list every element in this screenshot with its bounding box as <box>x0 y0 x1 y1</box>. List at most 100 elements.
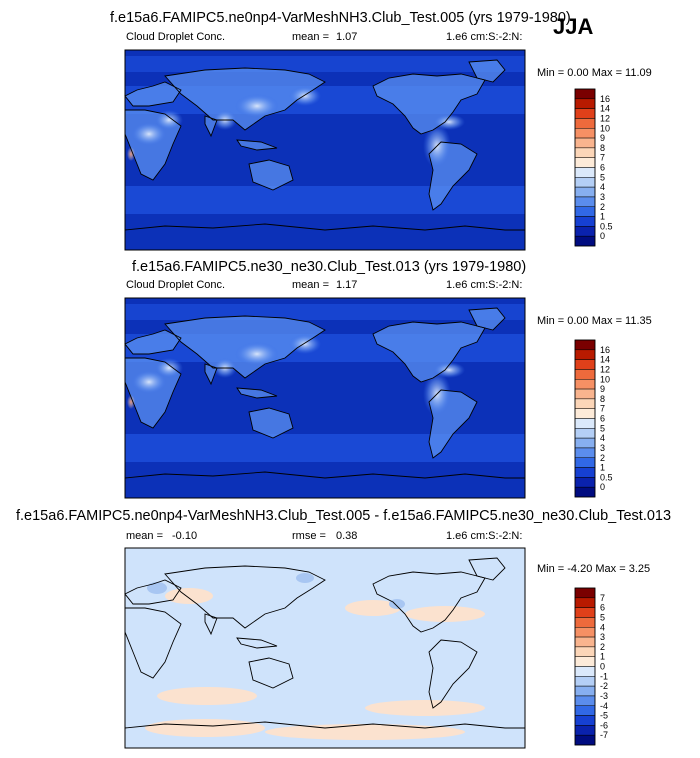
colorbar-swatch <box>574 725 596 736</box>
colorbar-swatch <box>574 349 596 360</box>
panel3-rmse-value: 0.38 <box>336 530 358 542</box>
colorbar-swatch <box>574 437 596 449</box>
colorbar-tick-label: 5 <box>600 423 605 433</box>
colorbar-tick-label: 3 <box>600 443 605 453</box>
colorbar-tick-label: 1 <box>600 652 605 662</box>
colorbar-swatch <box>574 177 596 188</box>
map-panel-3 <box>124 547 526 749</box>
colorbar-frame <box>574 587 596 746</box>
diff-positive-1 <box>265 724 465 740</box>
arctic-band <box>125 304 525 320</box>
panel2-title: f.e15a6.FAMIPC5.ne30_ne30.Club_Test.013 … <box>132 259 527 275</box>
map-panel-1 <box>124 49 526 251</box>
hotspot-1 <box>235 342 279 366</box>
colorbar-tick-label: 3 <box>600 632 605 642</box>
colorbar-swatch <box>574 118 596 129</box>
colorbar-swatch <box>574 656 596 667</box>
colorbar-tick-label: 9 <box>600 384 605 394</box>
colorbar-tick-label: 9 <box>600 133 605 143</box>
colorbar-swatch <box>574 388 596 400</box>
coastline-europe <box>124 81 182 107</box>
coastline-greenland <box>468 307 506 331</box>
colorbar-tick-label: 5 <box>600 612 605 622</box>
diff-negative-1 <box>389 599 405 609</box>
colorbar-tick-label: -3 <box>600 691 608 701</box>
colorbar-swatch <box>574 186 596 198</box>
colorbar-tick-label: 4 <box>600 182 605 192</box>
coastline-australia <box>248 159 294 191</box>
coastline-north-america <box>372 321 486 383</box>
colorbar-tick-label: 0 <box>600 231 605 241</box>
hotspot-0 <box>131 122 167 146</box>
map-frame <box>124 49 526 251</box>
panel2-mean-label: mean = <box>292 279 329 291</box>
panel2-mean-value: 1.17 <box>336 279 358 291</box>
arctic-band <box>125 56 525 72</box>
colorbar-swatch <box>574 617 596 628</box>
coastline-australia <box>248 657 294 689</box>
colorbar-tick-label: 0 <box>600 662 605 672</box>
diff-positive-4 <box>405 606 485 622</box>
colorbar-tick-label: 3 <box>600 192 605 202</box>
panel3-min-max: Min = -4.20 Max = 3.25 <box>537 563 651 575</box>
colorbar-swatch <box>574 408 596 419</box>
land-greenland <box>469 308 505 330</box>
land-north-america <box>373 322 485 382</box>
coastline-asia <box>164 315 326 379</box>
colorbar-tick-label: 5 <box>600 172 605 182</box>
colorbar-tick-label: 14 <box>600 355 610 365</box>
colorbar-swatch <box>574 137 596 149</box>
panel3-rmse-label: rmse = <box>292 530 326 542</box>
colorbar-tick-label: 8 <box>600 143 605 153</box>
colorbar-swatch <box>574 147 596 158</box>
colorbar-swatch <box>574 128 596 139</box>
diff-positive-0 <box>145 719 265 737</box>
panel1-mean-value: 1.07 <box>336 31 358 43</box>
colorbar-swatch <box>574 587 596 599</box>
colorbar-tick-label: -4 <box>600 701 608 711</box>
hotspot-2 <box>289 334 321 354</box>
colorbar-swatch <box>574 359 596 370</box>
map-background <box>125 548 525 748</box>
sh-band <box>125 186 525 214</box>
colorbar-tick-label: 10 <box>600 123 610 133</box>
panel1-mean-label: mean = <box>292 31 329 43</box>
colorbar-tick-label: 0.5 <box>600 472 613 482</box>
coastline-africa <box>124 109 182 181</box>
colorbar-tick-label: -6 <box>600 720 608 730</box>
diff-negative-2 <box>296 573 314 583</box>
coastline-south-america <box>428 141 478 211</box>
colorbar-swatch <box>574 447 596 458</box>
panel3-mean-value: -0.10 <box>172 530 198 542</box>
colorbar-swatch <box>574 339 596 351</box>
colorbar-tick-label: 10 <box>600 374 610 384</box>
colorbar-swatch <box>574 666 596 677</box>
coastline-india <box>204 613 218 636</box>
colorbar-tick-label: 16 <box>600 94 610 104</box>
colorbar-swatch <box>574 235 596 247</box>
hotspot-2 <box>289 86 321 106</box>
colorbar-swatch <box>574 98 596 109</box>
colorbar-tick-label: 2 <box>600 642 605 652</box>
colorbar-swatch <box>574 196 596 207</box>
colorbar-tick-label: 7 <box>600 153 605 163</box>
coastline-greenland <box>468 557 506 581</box>
panel1-units: 1.e6 cm:S:-2:N: <box>446 31 523 43</box>
coastline-india <box>204 363 218 386</box>
colorbar-tick-label: 1 <box>600 463 605 473</box>
colorbar-swatch <box>574 428 596 439</box>
colorbar-swatch <box>574 477 596 488</box>
coastline-india <box>204 115 218 138</box>
panel3-mean-label: mean = <box>126 530 163 542</box>
colorbar-tick-label: 1 <box>600 212 605 222</box>
colorbar-swatch <box>574 676 596 687</box>
colorbar-tick-label: 8 <box>600 394 605 404</box>
colorbar-swatch <box>574 167 596 178</box>
land-europe <box>125 82 181 106</box>
colorbar-swatch <box>574 206 596 217</box>
red-hotspot <box>127 147 135 161</box>
colorbar-swatch <box>574 646 596 657</box>
